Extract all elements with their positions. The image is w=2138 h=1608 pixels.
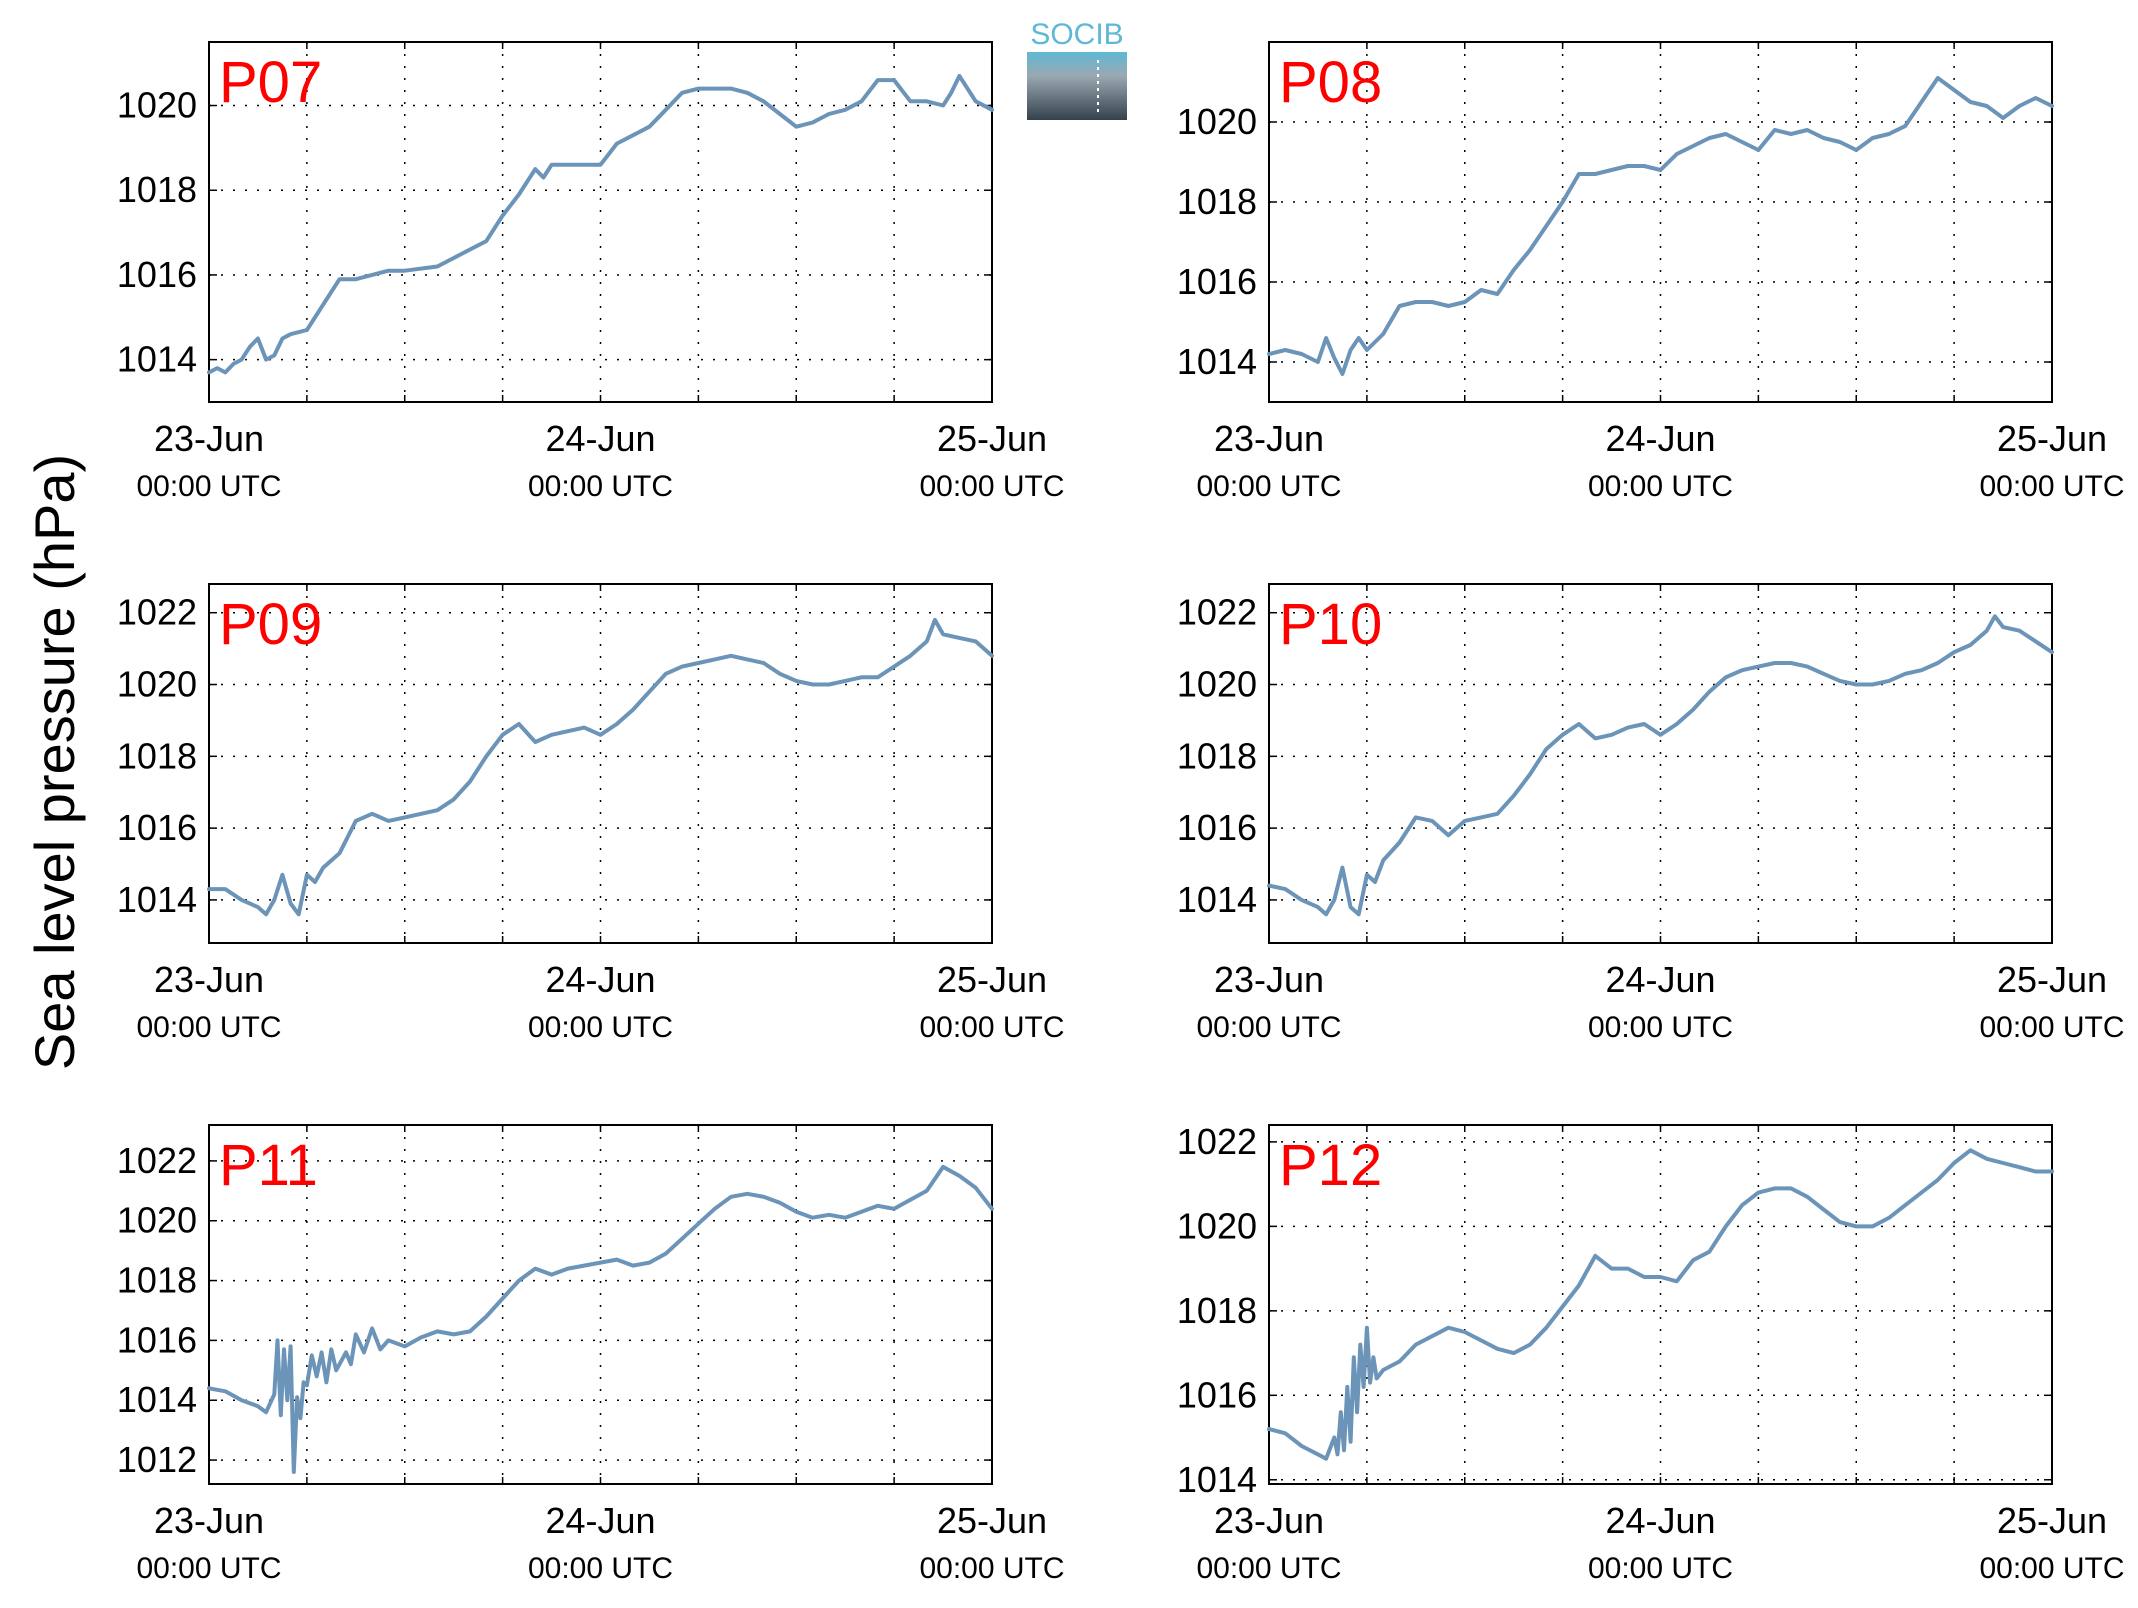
y-axis-label: Sea level pressure (hPa) bbox=[23, 454, 86, 1070]
panel-p09: 1014 1016 1018 1020 1022 23-Jun 00:00 UTC 24-Ju… bbox=[117, 583, 1065, 1044]
panel-p11: 1012 1014 1016 1018 1020 1022 23-Jun 00:00 UTC 2… bbox=[117, 1124, 1065, 1585]
y-tick-label: 1020 bbox=[1177, 101, 1257, 142]
y-tick-label: 1020 bbox=[117, 664, 197, 705]
x-tick-sublabel: 00:00 UTC bbox=[919, 1011, 1064, 1044]
x-tick-label: 23-Jun bbox=[1214, 418, 1324, 459]
panel-p08: 1014 1016 1018 1020 23-Jun 00:00 UTC 24-Jun 00:… bbox=[1177, 41, 2125, 503]
y-tick-label: 1016 bbox=[117, 1319, 197, 1360]
y-tick-label: 1022 bbox=[117, 592, 197, 633]
axes-box bbox=[1268, 41, 2053, 403]
y-tick-label: 1014 bbox=[1177, 341, 1257, 382]
y-tick-label: 1016 bbox=[1177, 261, 1257, 302]
y-tick-label: 1016 bbox=[117, 254, 197, 295]
x-tick-label: 24-Jun bbox=[545, 959, 655, 1000]
axes-box bbox=[208, 41, 993, 403]
series-line bbox=[207, 617, 994, 917]
x-tick-sublabel: 00:00 UTC bbox=[136, 1552, 281, 1585]
x-tick-sublabel: 00:00 UTC bbox=[919, 1552, 1064, 1585]
y-tick-label: 1022 bbox=[117, 1140, 197, 1181]
y-tick-label: 1014 bbox=[117, 1379, 197, 1420]
panel-label: P10 bbox=[1279, 592, 1382, 657]
x-tick-label: 24-Jun bbox=[1605, 959, 1715, 1000]
y-tick-label: 1012 bbox=[117, 1439, 197, 1480]
x-tick-label: 23-Jun bbox=[1214, 959, 1324, 1000]
axes-box bbox=[1268, 1124, 2053, 1485]
y-tick-label: 1014 bbox=[1177, 879, 1257, 920]
series-line bbox=[207, 1164, 994, 1474]
x-tick-label: 24-Jun bbox=[545, 418, 655, 459]
y-tick-label: 1022 bbox=[1177, 1121, 1257, 1162]
series-line bbox=[1267, 76, 2054, 376]
x-tick-sublabel: 00:00 UTC bbox=[1979, 1552, 2124, 1585]
y-tick-label: 1020 bbox=[1177, 1205, 1257, 1246]
x-tick-label: 25-Jun bbox=[937, 418, 1047, 459]
x-tick-label: 24-Jun bbox=[1605, 1500, 1715, 1541]
x-tick-sublabel: 00:00 UTC bbox=[1196, 470, 1341, 503]
x-tick-sublabel: 00:00 UTC bbox=[1588, 470, 1733, 503]
x-tick-sublabel: 00:00 UTC bbox=[528, 470, 673, 503]
axes-box bbox=[208, 1124, 993, 1485]
series-line bbox=[207, 73, 994, 375]
x-tick-label: 23-Jun bbox=[154, 418, 264, 459]
x-tick-label: 24-Jun bbox=[545, 1500, 655, 1541]
x-tick-sublabel: 00:00 UTC bbox=[136, 470, 281, 503]
y-tick-label: 1014 bbox=[117, 879, 197, 920]
x-tick-label: 25-Jun bbox=[1997, 1500, 2107, 1541]
chart-panels: 1014 1016 1018 1020 23-Jun 00:00 UTC 24-Jun 00:… bbox=[117, 41, 2125, 1585]
panel-p07: 1014 1016 1018 1020 23-Jun 00:00 UTC 24-Jun 00:… bbox=[117, 41, 1065, 503]
x-tick-sublabel: 00:00 UTC bbox=[1979, 470, 2124, 503]
axes-box bbox=[208, 583, 993, 944]
x-tick-label: 25-Jun bbox=[937, 1500, 1047, 1541]
series-line bbox=[1267, 1148, 2054, 1461]
panel-p10: 1014 1016 1018 1020 1022 23-Jun 00:00 UTC 24-Ju… bbox=[1177, 583, 2125, 1044]
y-tick-label: 1018 bbox=[117, 1260, 197, 1301]
panel-label: P08 bbox=[1279, 50, 1382, 115]
x-tick-label: 24-Jun bbox=[1605, 418, 1715, 459]
x-tick-label: 23-Jun bbox=[154, 1500, 264, 1541]
y-tick-label: 1016 bbox=[1177, 1374, 1257, 1415]
y-tick-label: 1018 bbox=[117, 735, 197, 776]
y-tick-label: 1022 bbox=[1177, 592, 1257, 633]
x-tick-sublabel: 00:00 UTC bbox=[528, 1552, 673, 1585]
y-tick-label: 1018 bbox=[1177, 1290, 1257, 1331]
panel-label: P12 bbox=[1279, 1133, 1382, 1198]
x-tick-sublabel: 00:00 UTC bbox=[919, 470, 1064, 503]
y-tick-label: 1020 bbox=[1177, 664, 1257, 705]
x-tick-sublabel: 00:00 UTC bbox=[136, 1011, 281, 1044]
panel-p12: 1014 1016 1018 1020 1022 23-Jun 00:00 UTC 24-Ju… bbox=[1177, 1121, 2125, 1585]
panel-label: P09 bbox=[219, 592, 322, 657]
panel-label: P11 bbox=[219, 1133, 318, 1198]
y-tick-label: 1016 bbox=[1177, 807, 1257, 848]
y-tick-label: 1020 bbox=[117, 1200, 197, 1241]
socib-logo: SOCIB bbox=[1027, 18, 1127, 120]
x-tick-label: 25-Jun bbox=[1997, 418, 2107, 459]
x-tick-sublabel: 00:00 UTC bbox=[1588, 1011, 1733, 1044]
y-tick-label: 1018 bbox=[1177, 735, 1257, 776]
logo-mark bbox=[1027, 52, 1127, 120]
x-tick-sublabel: 00:00 UTC bbox=[528, 1011, 673, 1044]
x-tick-sublabel: 00:00 UTC bbox=[1196, 1552, 1341, 1585]
x-tick-label: 25-Jun bbox=[937, 959, 1047, 1000]
series-line bbox=[1267, 614, 2054, 917]
x-tick-sublabel: 00:00 UTC bbox=[1196, 1011, 1341, 1044]
y-tick-label: 1016 bbox=[117, 807, 197, 848]
panel-label: P07 bbox=[219, 50, 322, 115]
y-tick-label: 1014 bbox=[1177, 1459, 1257, 1500]
y-tick-label: 1018 bbox=[117, 169, 197, 210]
x-tick-sublabel: 00:00 UTC bbox=[1588, 1552, 1733, 1585]
y-tick-label: 1020 bbox=[117, 85, 197, 126]
y-tick-label: 1018 bbox=[1177, 181, 1257, 222]
y-tick-label: 1014 bbox=[117, 339, 197, 380]
x-tick-label: 23-Jun bbox=[154, 959, 264, 1000]
logo-text: SOCIB bbox=[1030, 18, 1123, 51]
x-tick-label: 25-Jun bbox=[1997, 959, 2107, 1000]
x-tick-label: 23-Jun bbox=[1214, 1500, 1324, 1541]
axes-box bbox=[1268, 583, 2053, 944]
x-tick-sublabel: 00:00 UTC bbox=[1979, 1011, 2124, 1044]
